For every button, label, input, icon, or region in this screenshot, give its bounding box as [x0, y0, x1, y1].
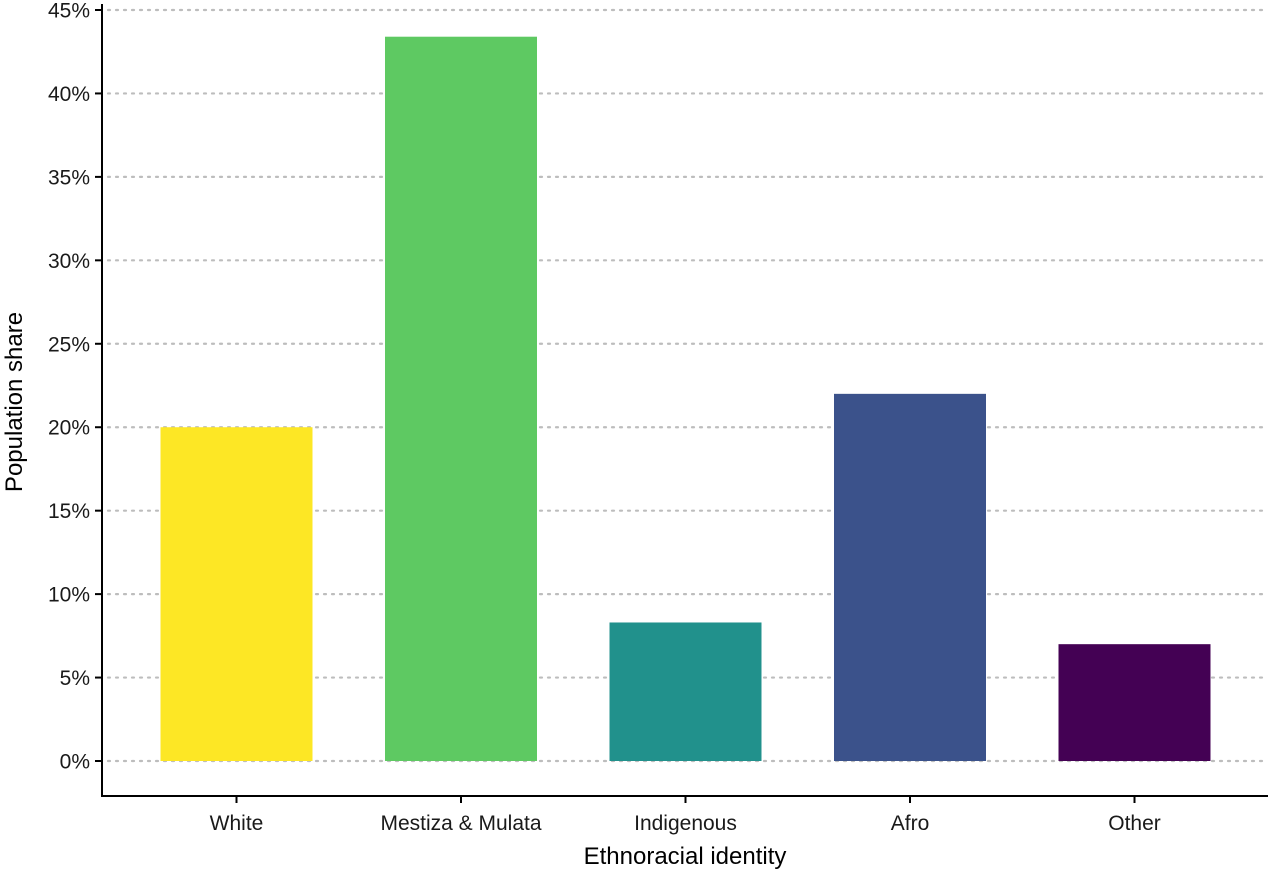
bar [1058, 644, 1211, 761]
x-axis-title: Ethnoracial identity [584, 843, 787, 870]
y-tick-label: 20% [48, 417, 90, 440]
y-tick-label: 45% [48, 0, 90, 23]
x-tick-label: Indigenous [634, 812, 737, 835]
y-tick-label: 0% [60, 751, 90, 774]
y-tick-label: 40% [48, 83, 90, 106]
bar [160, 427, 313, 761]
y-tick-label: 15% [48, 500, 90, 523]
bar [834, 393, 986, 761]
y-tick-label: 10% [48, 584, 90, 607]
y-axis-title: Population share [1, 312, 28, 492]
x-tick-label: Other [1108, 812, 1161, 835]
bar [609, 622, 762, 761]
y-tick-label: 35% [48, 166, 90, 189]
y-tick-label: 5% [60, 667, 90, 690]
y-axis-ticks: 0% 5% 10% 15% 20% 25% 30% 35% 40% 45% [48, 0, 102, 774]
x-axis-ticks: White Mestiza & Mulata Indigenous Afro Other [210, 796, 1161, 835]
x-tick-label: Mestiza & Mulata [380, 812, 541, 835]
y-tick-label: 25% [48, 333, 90, 356]
bars [160, 36, 1211, 762]
x-tick-label: Afro [891, 812, 930, 835]
x-tick-label: White [210, 812, 264, 835]
bar [385, 36, 537, 762]
y-tick-label: 30% [48, 250, 90, 273]
